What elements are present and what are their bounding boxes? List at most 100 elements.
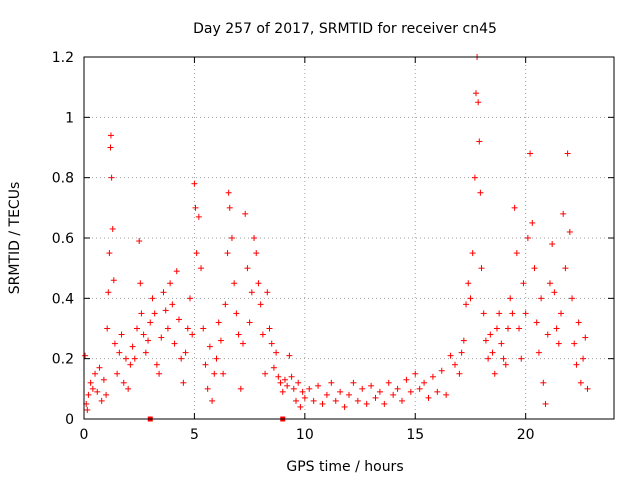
- data-point: [540, 379, 547, 386]
- data-point: [337, 388, 344, 395]
- data-point: [310, 397, 317, 404]
- data-point: [231, 280, 238, 287]
- data-point: [394, 385, 401, 392]
- data-point: [542, 400, 549, 407]
- data-point: [145, 337, 152, 344]
- data-point: [162, 307, 169, 314]
- data-point: [458, 349, 465, 356]
- data-point: [226, 204, 233, 211]
- data-point: [108, 174, 115, 181]
- y-ticks: 0 0.2 0.4 0.6 0.8 1 1.2: [52, 50, 614, 428]
- data-point: [94, 388, 101, 395]
- x-tick-label: 0: [80, 427, 89, 443]
- data-point: [434, 388, 441, 395]
- data-point: [533, 319, 540, 326]
- data-point: [399, 397, 405, 404]
- data-point: [184, 325, 191, 332]
- data-point: [206, 343, 213, 350]
- data-point: [246, 319, 253, 326]
- data-point: [376, 388, 383, 395]
- data-point: [284, 382, 291, 389]
- data-point: [463, 301, 470, 308]
- x-ticks: 0 5 10 15 20: [80, 57, 535, 443]
- data-point: [571, 340, 578, 347]
- data-point: [332, 397, 339, 404]
- data-point: [549, 241, 556, 248]
- data-point: [368, 382, 375, 389]
- data-point: [189, 331, 196, 338]
- data-point: [122, 355, 129, 362]
- data-point: [438, 367, 445, 374]
- data-point: [323, 391, 330, 398]
- y-tick-label: 0.6: [52, 231, 74, 247]
- data-point: [149, 295, 156, 302]
- data-point: [107, 144, 114, 151]
- data-point: [228, 235, 235, 241]
- data-point: [167, 280, 174, 287]
- data-point: [240, 340, 246, 347]
- data-point: [341, 403, 348, 410]
- data-point: [577, 379, 584, 386]
- data-point: [147, 319, 154, 326]
- x-tick-label: 20: [517, 427, 535, 443]
- data-point: [107, 132, 114, 139]
- data-point: [202, 361, 209, 368]
- data-point: [84, 406, 91, 413]
- data-point: [509, 310, 516, 317]
- data-point: [209, 397, 216, 404]
- data-point: [187, 295, 193, 302]
- data-point: [237, 385, 244, 392]
- data-point: [354, 397, 361, 404]
- data-point: [137, 280, 144, 287]
- data-point: [502, 361, 509, 368]
- data-point: [385, 379, 392, 386]
- data-point: [560, 210, 567, 217]
- data-point: [160, 289, 167, 296]
- data-point: [582, 334, 589, 341]
- data-point: [529, 219, 536, 226]
- data-point: [425, 394, 432, 401]
- data-point: [136, 238, 143, 245]
- data-point: [244, 265, 251, 272]
- data-point: [558, 310, 564, 317]
- data-point: [104, 325, 111, 332]
- data-point: [253, 250, 260, 257]
- data-point: [507, 295, 514, 302]
- data-point: [153, 361, 160, 368]
- data-point: [92, 370, 99, 377]
- data-point: [114, 370, 121, 377]
- data-point: [195, 213, 202, 220]
- data-point: [111, 340, 118, 347]
- gridlines: [84, 57, 614, 419]
- data-point: [297, 403, 304, 410]
- data-point: [193, 250, 200, 257]
- data-point: [120, 379, 127, 386]
- data-point: [452, 361, 458, 368]
- data-point: [295, 379, 302, 386]
- data-point: [286, 352, 293, 359]
- data-point: [109, 225, 116, 232]
- data-point: [213, 355, 220, 362]
- data-point: [215, 319, 222, 326]
- data-point: [328, 379, 335, 386]
- data-point: [518, 355, 525, 362]
- data-point: [96, 364, 103, 371]
- data-point: [346, 391, 352, 398]
- data-point: [259, 331, 266, 338]
- data-point: [85, 391, 92, 398]
- data-point: [204, 385, 211, 392]
- data-point: [248, 289, 255, 296]
- data-point: [465, 280, 472, 287]
- data-point: [524, 235, 531, 241]
- data-point: [118, 331, 125, 338]
- data-point: [407, 388, 414, 395]
- data-point: [496, 310, 503, 317]
- data-point: [584, 385, 591, 392]
- data-point: [217, 337, 224, 344]
- data-point: [299, 388, 306, 395]
- data-point: [531, 265, 538, 272]
- data-point: [82, 352, 89, 359]
- data-point: [142, 349, 149, 356]
- data-point: [235, 331, 242, 338]
